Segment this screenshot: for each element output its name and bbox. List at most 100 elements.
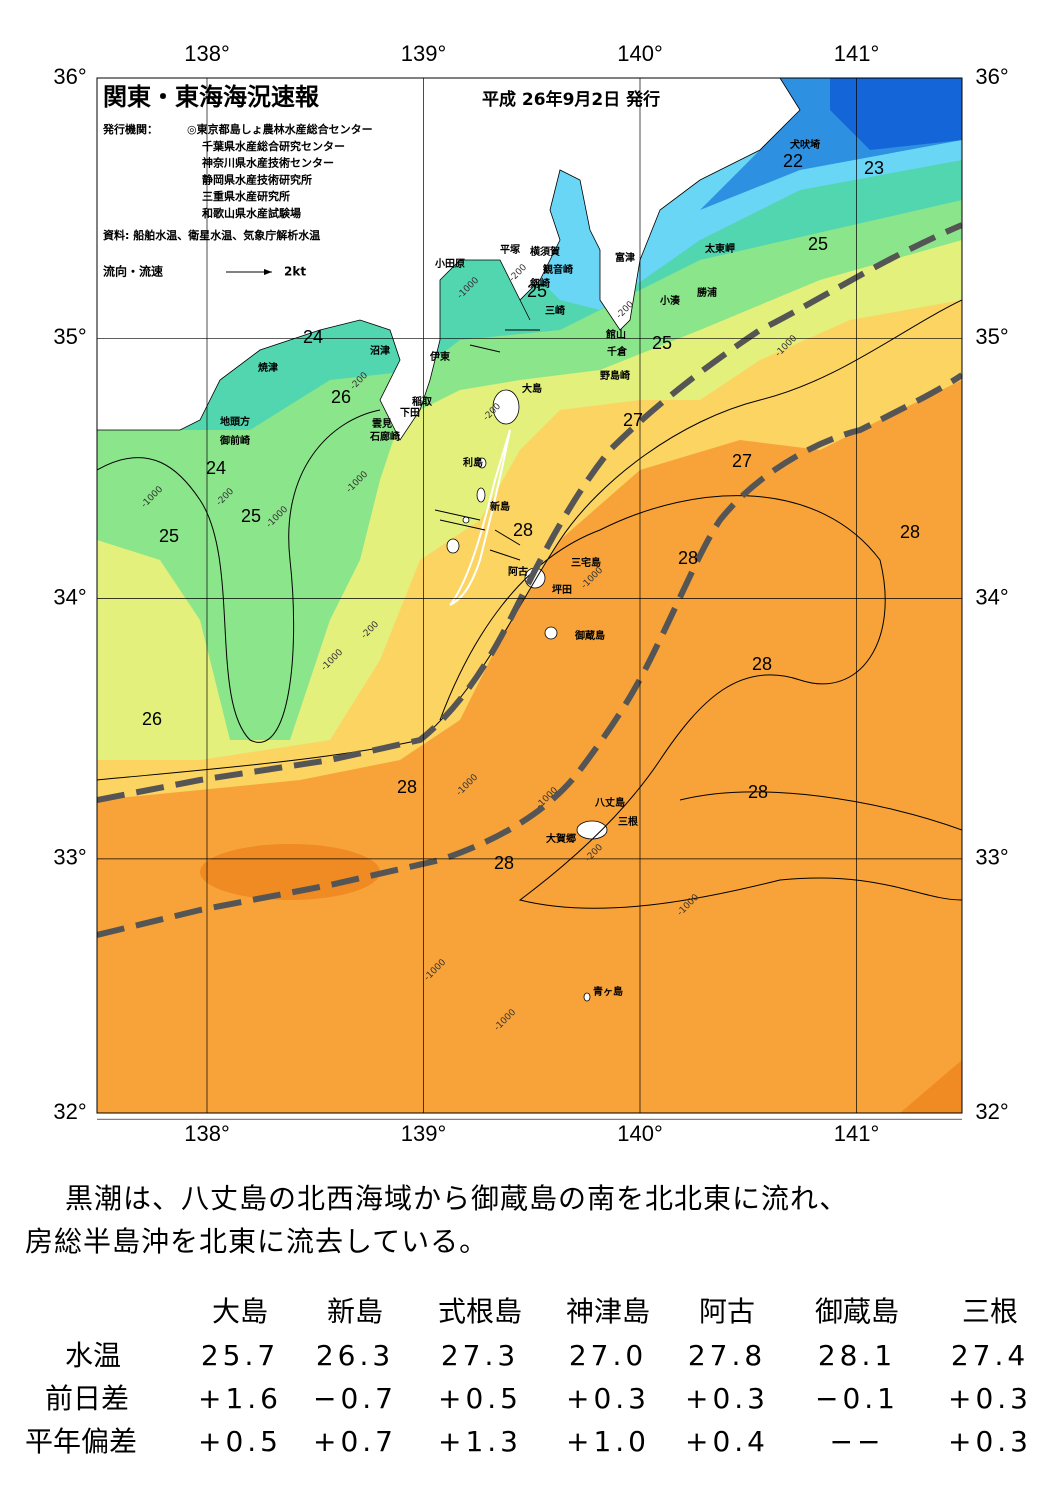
place-name: 館山 [605,328,626,341]
place-name: 三崎 [545,304,565,317]
place-name: 沼津 [370,344,390,357]
column-header: 神津島 [566,1295,650,1328]
isotherm-label: 25 [808,234,828,254]
table-cell: −0.7 [313,1382,397,1415]
place-name: 新島 [490,500,510,513]
table-cell: +0.3 [948,1425,1032,1458]
table-cell: +1.6 [198,1382,282,1415]
lon-label: 139° [401,41,447,66]
table-cell: +0.5 [438,1382,522,1415]
table-cell: 27.0 [569,1339,647,1372]
islands [446,389,608,1002]
isotherm-label: 26 [331,387,351,407]
isotherm-label: 28 [678,548,698,568]
isotherm-label: 28 [752,654,772,674]
lat-label: 32° [975,1099,1008,1124]
place-name: 御蔵島 [574,629,605,642]
row-label: 水温 [65,1339,121,1372]
summary-line: 黒潮は、八丈島の北西海域から御蔵島の南を北北東に流れ、 [65,1182,848,1215]
isotherm-label: 25 [527,281,547,301]
isotherm-label: 25 [159,526,179,546]
isotherm-label: 22 [783,151,803,171]
column-header: 阿古 [699,1295,755,1328]
table-cell: +0.3 [685,1382,769,1415]
lat-label: 36° [975,64,1008,89]
place-name: 大島 [522,382,542,395]
place-name: 御前崎 [219,434,250,447]
lat-label: 36° [53,64,86,89]
place-name: 平塚 [500,243,520,256]
column-header: 三根 [962,1295,1018,1328]
place-name: 下田 [400,407,420,419]
table-cell: −− [830,1425,885,1458]
isotherm-label: 28 [748,782,768,802]
table-cell: 27.3 [441,1339,519,1372]
legend-arrowhead [264,269,272,275]
place-name: 地頭方 [220,415,250,428]
map-title: 関東・東海海況速報 [103,83,320,111]
lat-label: 34° [53,584,86,609]
isotherm-label: 24 [206,458,226,478]
place-name: 利島 [463,456,483,469]
table-cell: 25.7 [201,1339,279,1372]
sea-surface [97,78,962,1113]
lon-label: 138° [184,41,230,66]
lat-label: 33° [975,845,1008,870]
issuer: ◎東京都島しょ農林水産総合センター [187,122,373,136]
place-name: 小湊 [659,294,681,307]
table-cell: +0.3 [948,1382,1032,1415]
column-header: 大島 [212,1295,268,1328]
issuer: 静岡県水産技術研究所 [202,172,312,186]
place-name: 三宅島 [571,556,601,569]
lat-label: 35° [975,324,1008,349]
isotherm-label: 28 [900,522,920,542]
lon-label: 138° [184,1121,230,1146]
place-name: 観音崎 [543,263,573,276]
row-label: 平年偏差 [25,1425,137,1458]
place-name: 勝浦 [697,286,717,299]
lat-label: 35° [53,324,86,349]
table-cell: +0.7 [313,1425,397,1458]
place-name: 石廊崎 [369,430,400,443]
table-cell: 27.8 [688,1339,766,1372]
isotherm-label: 28 [494,853,514,873]
place-name: 坪田 [552,583,572,596]
column-header: 御蔵島 [815,1295,899,1328]
lon-label: 139° [401,1121,447,1146]
place-name: 大賀郷 [546,832,576,845]
place-name: 千倉 [607,345,628,358]
issuer: 和歌山県水産試験場 [202,206,301,220]
issuer-label: 発行機関： [102,122,158,136]
table-cell: +0.4 [685,1425,769,1458]
place-name: 青ヶ島 [593,985,623,998]
table-cell: +1.0 [566,1425,650,1458]
place-name: 焼津 [258,361,278,374]
table-cell: 27.4 [951,1339,1029,1372]
place-name: 横須賀 [530,245,560,258]
place-name: 富津 [615,251,635,264]
isotherm-label: 24 [303,327,323,347]
lat-label: 32° [53,1099,86,1124]
place-name: 伊東 [429,350,450,363]
place-name: 阿古 [508,565,528,578]
place-name: 三根 [618,815,638,828]
issuer: 千葉県水産総合研究センター [202,139,345,153]
isotherm-label: 25 [241,506,261,526]
issuer: 三重県水産研究所 [202,189,290,203]
legend-label: 流向・流速 [103,264,163,279]
isotherm-label: 27 [732,451,752,471]
isotherm-label: 23 [864,158,884,178]
place-name: 野島崎 [600,369,630,382]
column-header: 新島 [327,1295,383,1328]
lon-label: 141° [834,41,880,66]
column-header: 式根島 [438,1295,522,1328]
isotherms [97,299,962,909]
row-label: 前日差 [45,1382,129,1415]
isotherm-label: 28 [513,520,533,540]
place-name: 八丈島 [594,796,625,809]
table-cell: +0.5 [198,1425,282,1458]
place-name: 犬吠埼 [790,138,820,151]
lon-label: 141° [834,1121,880,1146]
